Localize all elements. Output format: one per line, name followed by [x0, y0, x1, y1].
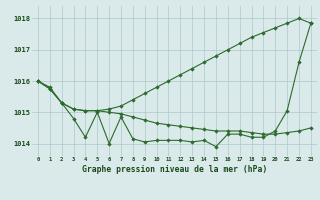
X-axis label: Graphe pression niveau de la mer (hPa): Graphe pression niveau de la mer (hPa) — [82, 165, 267, 174]
